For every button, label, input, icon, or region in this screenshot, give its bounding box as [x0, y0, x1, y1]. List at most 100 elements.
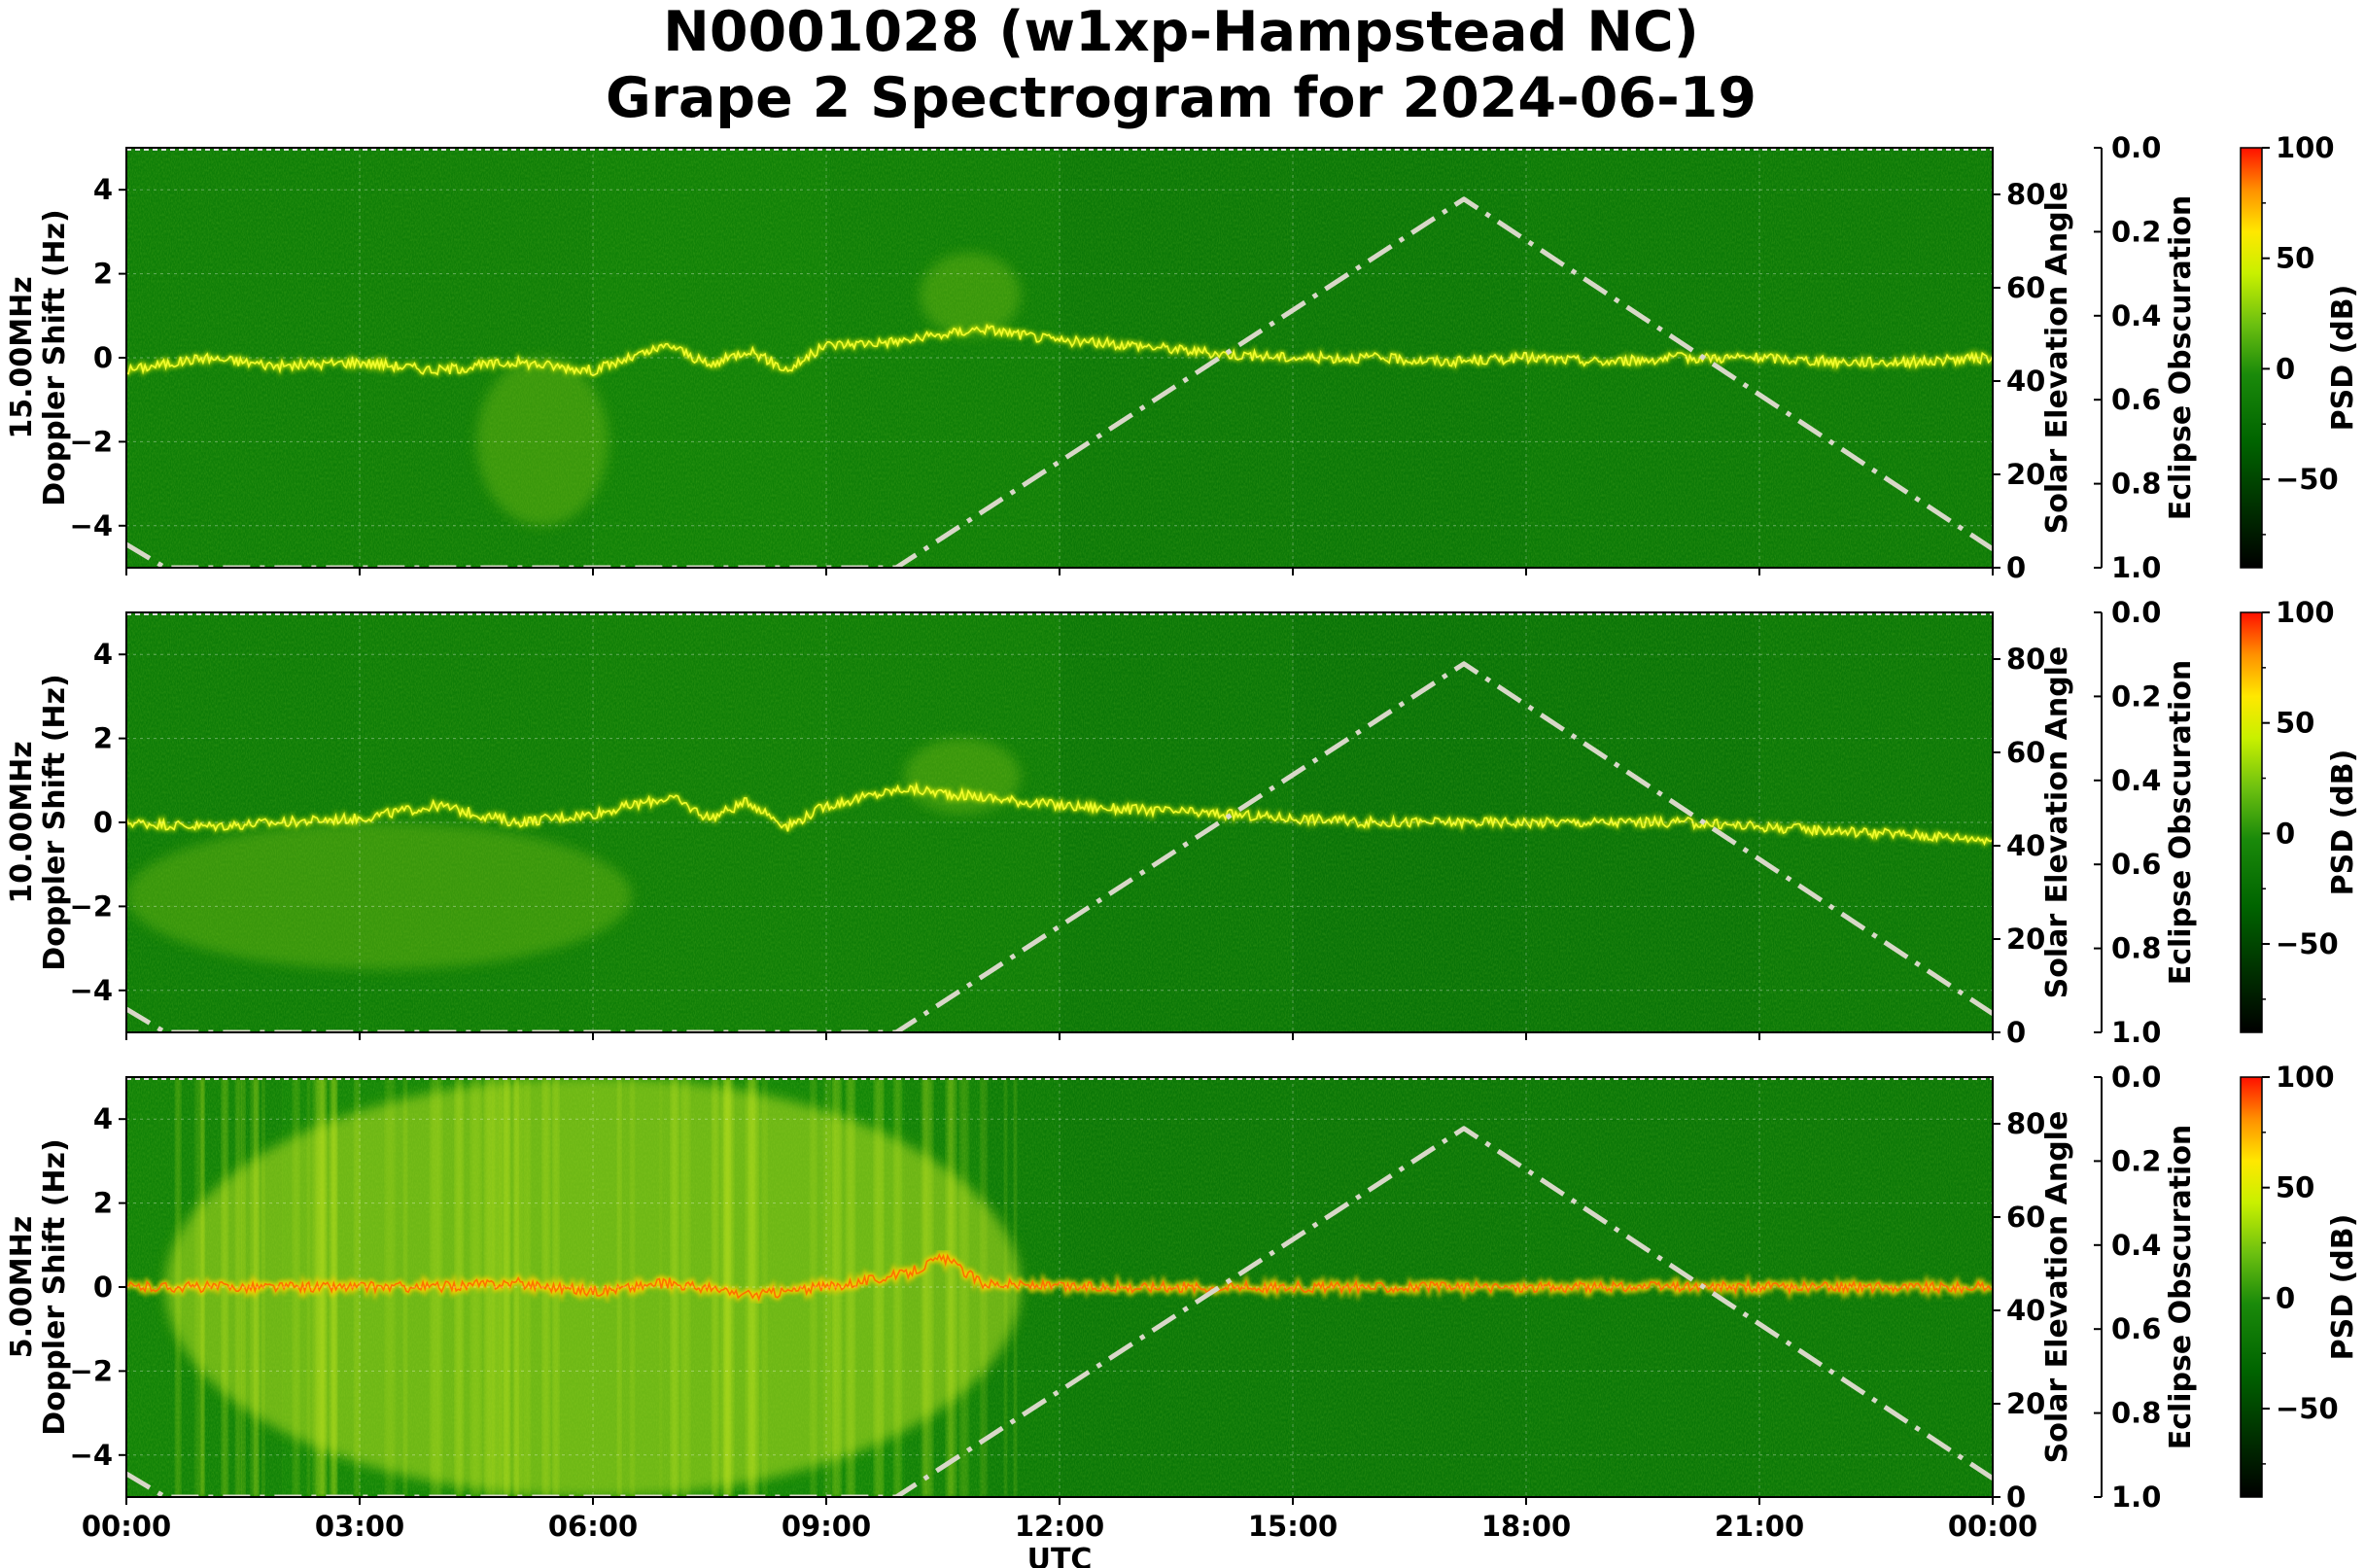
eclipse-tick-label: 0.2	[2111, 679, 2161, 713]
colorbar-tick-label: 100	[2276, 131, 2335, 164]
solar-tick-label: 20	[2006, 458, 2045, 491]
colorbar-label: PSD (dB)	[2326, 285, 2360, 432]
y-axis-label: Doppler Shift (Hz)	[38, 209, 72, 505]
vertical-streak	[746, 1077, 754, 1497]
solar-tick-label: 80	[2006, 1107, 2045, 1140]
vertical-streak	[949, 1077, 953, 1497]
y-tick-label: 0	[93, 341, 113, 374]
colorbar-label: PSD (dB)	[2326, 749, 2360, 896]
vertical-streak	[235, 1077, 242, 1497]
figure-title-line1: N0001028 (w1xp-Hampstead NC)	[663, 0, 1699, 64]
eclipse-tick-label: 0.8	[2111, 932, 2161, 965]
solar-tick-label: 40	[2006, 1294, 2045, 1327]
y-tick-label: 2	[93, 722, 113, 755]
solar-tick-label: 60	[2006, 271, 2045, 304]
solar-elevation-curve	[126, 196, 1993, 568]
panel-15.00MHz: −4 −2 0 2 4 15.00MHz Doppler Shift (Hz) 0 20 40 60…	[5, 131, 2360, 584]
y-tick-label: −2	[70, 425, 113, 458]
y-tick-label: 0	[93, 1271, 113, 1304]
vertical-streak	[504, 1077, 510, 1497]
vertical-streak	[874, 1077, 884, 1497]
eclipse-tick-label: 1.0	[2111, 1481, 2161, 1514]
doppler-trace	[126, 1252, 1993, 1302]
colorbar-tick-label: 0	[2276, 1281, 2295, 1314]
colorbar-tick-label: 0	[2276, 352, 2295, 385]
vertical-streak	[671, 1077, 678, 1497]
vertical-streak	[921, 1077, 927, 1497]
y-tick-label: 0	[93, 806, 113, 839]
y-tick-label: −2	[70, 889, 113, 923]
plot-content	[126, 148, 1993, 568]
y-tick-label: −2	[70, 1354, 113, 1387]
solar-tick-label: 0	[2006, 551, 2026, 584]
colorbar	[2240, 1076, 2263, 1498]
x-tick-label: 09:00	[782, 1510, 871, 1543]
eclipse-obscuration-label: Eclipse Obscuration	[2164, 660, 2198, 986]
doppler-trace	[126, 323, 1993, 377]
solar-tick-label: 40	[2006, 829, 2045, 862]
eclipse-tick-label: 0.6	[2111, 1312, 2161, 1345]
solar-elevation-label: Solar Elevation Angle	[2040, 646, 2074, 999]
spread-region	[920, 253, 1021, 337]
plot-content	[126, 612, 1993, 1032]
x-tick-label: 00:00	[1948, 1510, 2037, 1543]
eclipse-tick-label: 0.8	[2111, 468, 2161, 501]
solar-tick-label: 40	[2006, 365, 2045, 398]
spread-region	[476, 358, 609, 526]
colorbar	[2240, 147, 2263, 569]
y-axis-label-frequency: 15.00MHz	[5, 276, 39, 438]
colorbar	[2240, 611, 2263, 1033]
colorbar-tick-label: 50	[2276, 242, 2314, 275]
figure-title-line2: Grape 2 Spectrogram for 2024-06-19	[606, 66, 1756, 130]
eclipse-tick-label: 0.0	[2111, 1061, 2161, 1094]
y-tick-label: −4	[70, 974, 113, 1007]
eclipse-tick-label: 1.0	[2111, 551, 2161, 584]
noise-texture	[126, 148, 1993, 568]
panel-5.00MHz: −4 −2 0 2 4 5.00MHz Doppler Shift (Hz) 0 20 40 60 8…	[5, 1061, 2360, 1568]
colorbar-tick-label: 50	[2276, 707, 2314, 740]
doppler-trace	[126, 782, 1993, 847]
solar-tick-label: 60	[2006, 736, 2045, 769]
solar-elevation-curve	[126, 1126, 1993, 1497]
vertical-streak	[513, 1077, 525, 1497]
vertical-streak	[514, 1077, 519, 1497]
eclipse-tick-label: 1.0	[2111, 1016, 2161, 1049]
eclipse-tick-label: 0.2	[2111, 215, 2161, 248]
x-axis-label: UTC	[1027, 1543, 1093, 1568]
vertical-streak	[959, 1077, 969, 1497]
eclipse-obscuration-label: Eclipse Obscuration	[2164, 195, 2198, 521]
vertical-streak	[470, 1077, 481, 1497]
vertical-streak	[484, 1077, 495, 1497]
vertical-streak	[762, 1077, 768, 1497]
y-tick-label: −4	[70, 1439, 113, 1472]
vertical-streak	[893, 1077, 902, 1497]
eclipse-tick-label: 0.6	[2111, 848, 2161, 881]
eclipse-tick-label: 0.8	[2111, 1397, 2161, 1430]
x-tick-label: 12:00	[1015, 1510, 1104, 1543]
eclipse-tick-label: 0.6	[2111, 383, 2161, 416]
x-tick-label: 15:00	[1248, 1510, 1338, 1543]
y-tick-label: 4	[93, 173, 113, 206]
solar-tick-label: 80	[2006, 178, 2045, 211]
x-tick-label: 21:00	[1715, 1510, 1804, 1543]
eclipse-obscuration-label: Eclipse Obscuration	[2164, 1125, 2198, 1450]
colorbar-tick-label: −50	[2276, 463, 2339, 496]
eclipse-tick-label: 0.2	[2111, 1144, 2161, 1177]
eclipse-tick-label: 0.4	[2111, 299, 2161, 332]
x-tick-label: 03:00	[315, 1510, 404, 1543]
y-tick-label: −4	[70, 509, 113, 542]
x-tick-label: 00:00	[82, 1510, 171, 1543]
colorbar-tick-label: −50	[2276, 927, 2339, 960]
solar-tick-label: 0	[2006, 1016, 2026, 1049]
spread-region	[126, 822, 632, 970]
colorbar-label: PSD (dB)	[2326, 1214, 2360, 1361]
x-tick-label: 18:00	[1481, 1510, 1571, 1543]
colorbar-tick-label: 0	[2276, 817, 2295, 850]
solar-elevation-label: Solar Elevation Angle	[2040, 1111, 2074, 1464]
colorbar-tick-label: −50	[2276, 1392, 2339, 1425]
y-tick-label: 2	[93, 1187, 113, 1220]
y-axis-label-frequency: 10.00MHz	[5, 741, 39, 903]
solar-tick-label: 0	[2006, 1481, 2026, 1514]
